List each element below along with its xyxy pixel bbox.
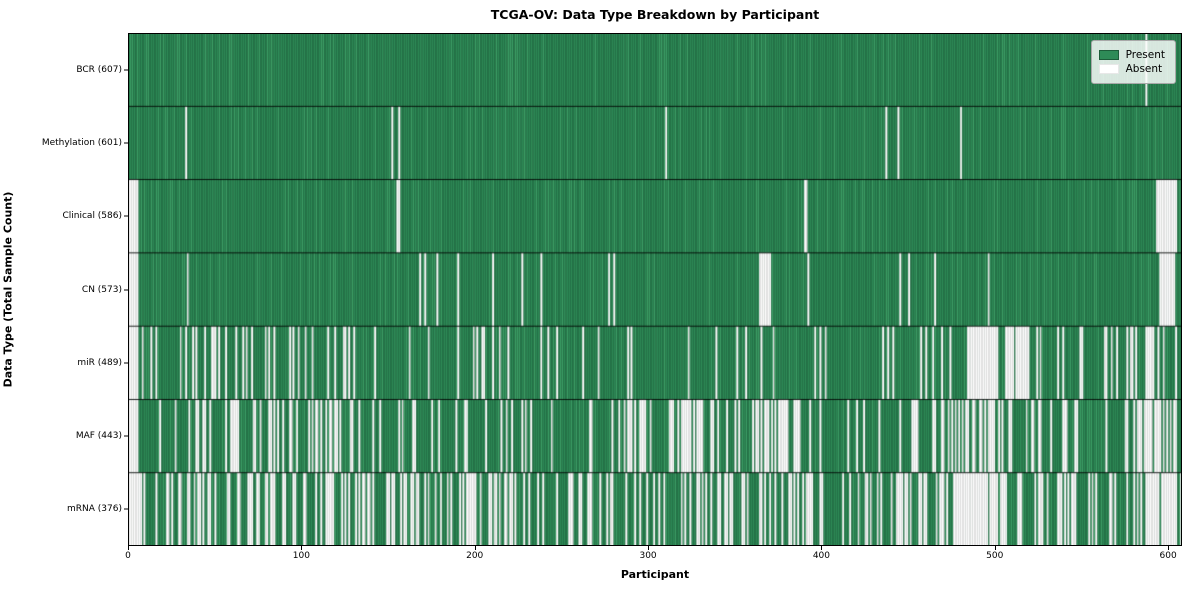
x-tick-mark [474,546,476,550]
y-tick-mark [124,508,128,510]
legend-absent-label: Absent [1125,63,1163,75]
x-tick-mark [821,546,823,550]
x-tick-mark [648,546,650,550]
y-axis-label: Data Type (Total Sample Count) [1,191,15,388]
y-tick-mark [124,142,128,144]
x-tick-label: 100 [292,551,310,561]
y-tick-mark [124,69,128,71]
y-tick-mark [124,435,128,437]
x-tick-mark [994,546,996,550]
legend-entry-absent: Absent [1098,63,1165,75]
x-tick-mark [301,546,303,550]
x-tick-mark [128,546,129,550]
x-tick-label: 300 [639,551,657,561]
x-tick-label: 200 [466,551,484,561]
legend-entry-present: Present [1098,49,1165,61]
x-tick-label: 400 [812,551,830,561]
y-tick-label-Clinical: Clinical (586) [62,211,122,222]
y-tick-mark [124,289,128,290]
y-tick-mark [124,215,128,217]
y-tick-label-BCR: BCR (607) [76,64,122,75]
y-tick-label-mRNA: mRNA (376) [67,504,122,515]
chart-title: TCGA-OV: Data Type Breakdown by Particip… [490,7,820,22]
y-tick-mark [124,362,128,364]
y-tick-label-miR: miR (489) [77,357,122,368]
y-tick-label-MAF: MAF (443) [75,431,122,442]
y-tick-label-CN: CN (573) [81,284,122,295]
y-tick-label-Methylation: Methylation (601) [41,137,122,148]
absent-swatch-icon [1098,64,1119,74]
legend: Present Absent [1090,40,1176,84]
x-tick-mark [1168,546,1170,550]
x-tick-label: 600 [1159,551,1177,561]
legend-present-label: Present [1125,49,1165,61]
present-swatch-icon [1098,50,1119,60]
x-tick-label: 500 [986,551,1004,561]
heatmap-plot [128,33,1182,546]
x-tick-label: 0 [125,551,131,561]
x-axis-label: Participant [620,568,690,581]
